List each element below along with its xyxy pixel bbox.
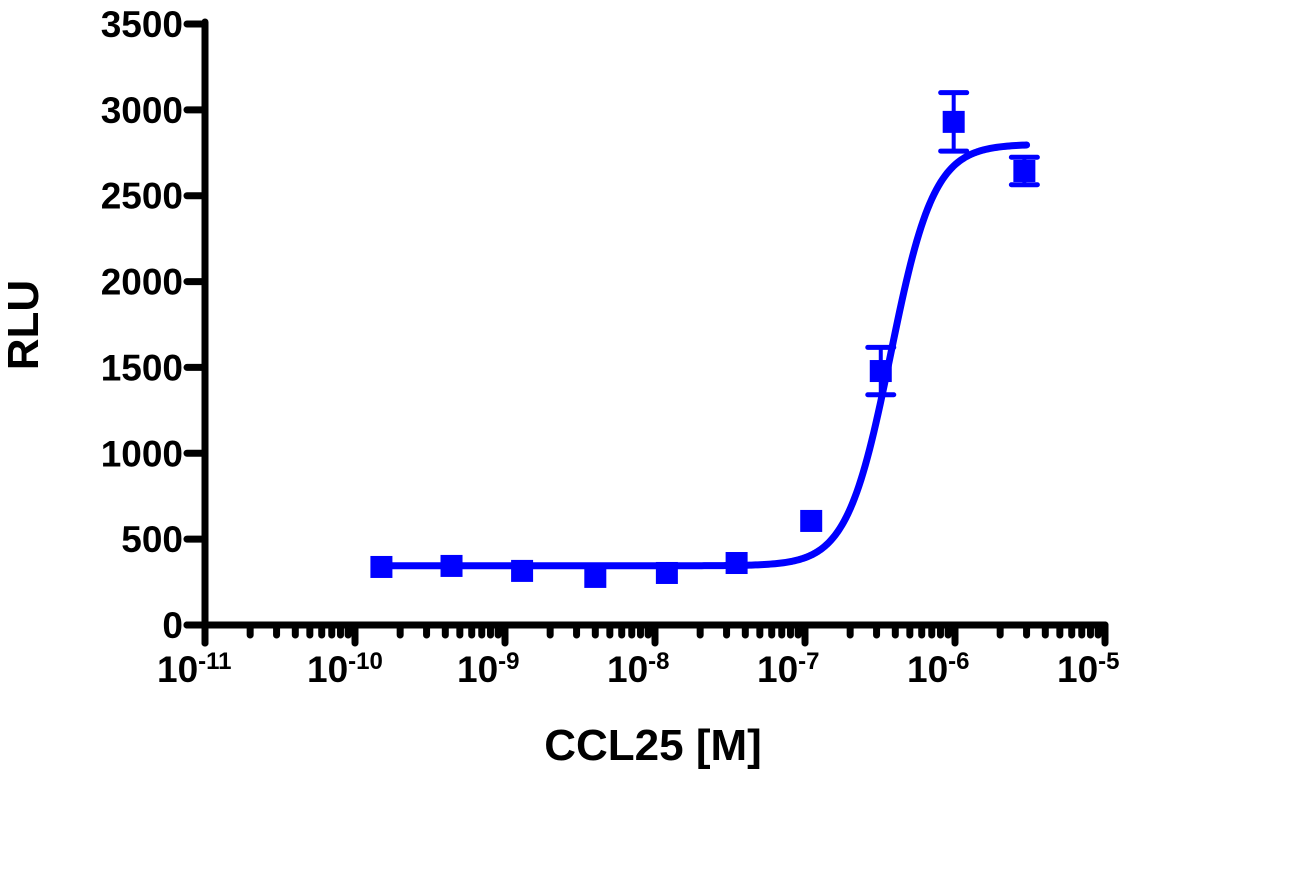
x-tick-label: 10-8	[607, 648, 670, 690]
data-point	[370, 555, 393, 578]
error-bars	[865, 90, 1040, 398]
x-axis: 10-11 10-10 10-9 10-8 10-7 10-6 10-5	[157, 621, 1120, 690]
y-tick-label: 2500	[101, 176, 183, 217]
y-tick-label: 3000	[101, 90, 183, 131]
data-point	[511, 559, 534, 582]
x-tick-label: 10-6	[907, 648, 970, 690]
data-point	[440, 554, 463, 577]
data-point	[655, 561, 678, 584]
data-point	[800, 509, 823, 532]
data-points	[370, 110, 1036, 588]
y-axis-title: RLU	[0, 280, 48, 370]
data-point	[725, 552, 748, 575]
x-tick-label: 10-5	[1057, 648, 1120, 690]
y-axis: 0 500 1000 1500 2000 2500 3000 3500	[101, 4, 209, 647]
x-tick-label: 10-7	[757, 648, 820, 690]
y-tick-label: 1500	[101, 347, 183, 388]
y-tick-label: 0	[162, 605, 183, 646]
y-tick-label: 1000	[101, 433, 183, 474]
x-axis-title: CCL25 [M]	[544, 721, 762, 770]
data-point	[584, 565, 607, 588]
data-point	[869, 360, 892, 383]
x-tick-label: 10-9	[457, 648, 520, 690]
x-tick-label: 10-10	[307, 648, 383, 690]
data-point	[1013, 159, 1036, 182]
y-tick-label: 2000	[101, 262, 183, 303]
x-tick-label: 10-11	[157, 648, 232, 690]
fit-curve	[377, 141, 1031, 570]
y-tick-label: 3500	[101, 4, 183, 45]
y-tick-label: 500	[121, 519, 183, 560]
data-point	[942, 110, 965, 133]
